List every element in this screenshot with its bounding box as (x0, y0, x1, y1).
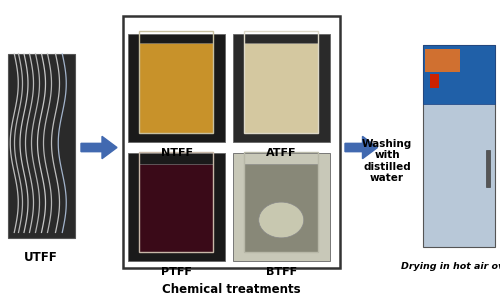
Bar (244, 152, 318, 252)
Bar (422, 45, 495, 247)
Bar (122, 16, 340, 268)
Bar (139, 43, 214, 133)
FancyArrow shape (81, 136, 117, 159)
Text: PTFF: PTFF (161, 267, 192, 277)
Ellipse shape (259, 202, 304, 238)
Bar (422, 45, 495, 104)
Text: Chemical treatments: Chemical treatments (162, 283, 301, 296)
Bar (139, 164, 214, 252)
FancyArrow shape (345, 136, 378, 159)
Bar (128, 34, 225, 142)
Bar (244, 164, 318, 252)
Text: BTFF: BTFF (266, 267, 297, 277)
Bar (486, 150, 490, 187)
Text: Drying in hot air oven: Drying in hot air oven (401, 262, 500, 271)
Text: Washing
with
distilled
water: Washing with distilled water (362, 139, 412, 183)
Bar (128, 153, 225, 261)
Bar (8, 54, 75, 238)
Text: UTFF: UTFF (24, 251, 58, 264)
Bar (430, 74, 439, 88)
Bar (139, 152, 214, 252)
Bar (232, 153, 330, 261)
Text: ATFF: ATFF (266, 148, 297, 158)
Bar (232, 34, 330, 142)
Text: NTFF: NTFF (160, 148, 192, 158)
Bar (244, 43, 318, 133)
Bar (425, 49, 460, 72)
Bar (244, 31, 318, 133)
Bar (139, 31, 214, 133)
